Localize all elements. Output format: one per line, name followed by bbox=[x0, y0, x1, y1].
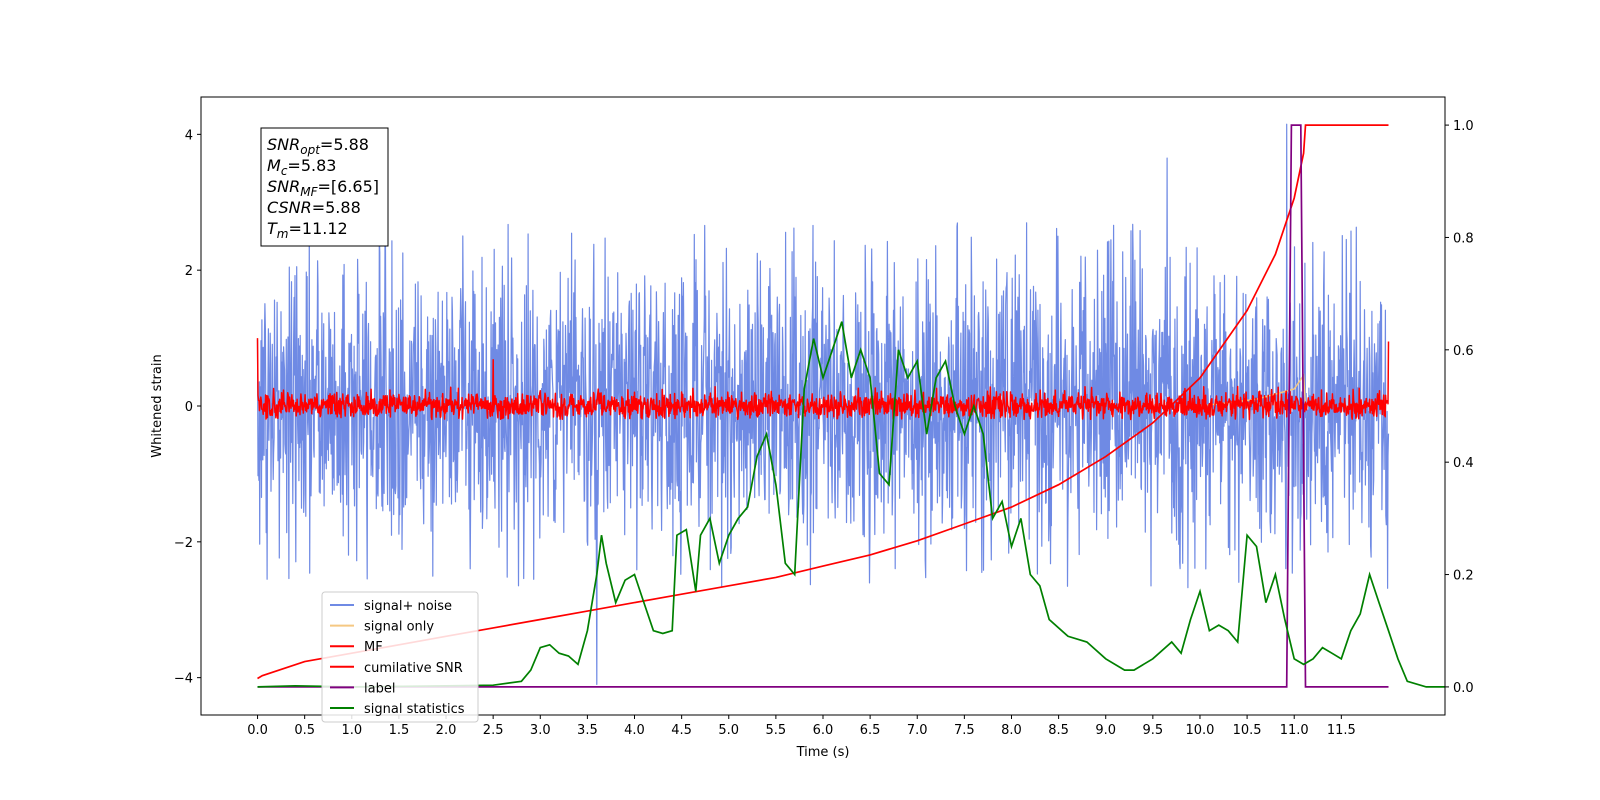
x-tick-label: 0.0 bbox=[247, 723, 268, 738]
x-axis-label: Time (s) bbox=[796, 745, 850, 760]
x-tick-label: 10.0 bbox=[1185, 723, 1214, 738]
annotation-frame bbox=[260, 127, 389, 247]
y2-tick-label: 0.2 bbox=[1453, 569, 1474, 584]
annotation-line: CSNR=5.88 bbox=[267, 198, 361, 217]
series-line-mf bbox=[256, 338, 1390, 421]
y-axis-left: 4 2 0 −2 −4 bbox=[174, 128, 201, 687]
x-tick-label: 6.0 bbox=[813, 723, 834, 738]
x-tick-label: 1.5 bbox=[389, 723, 410, 738]
x-tick-label: 7.5 bbox=[954, 723, 975, 738]
annotation-line: SNRMF=[6.65] bbox=[267, 177, 379, 199]
x-tick-label: 5.5 bbox=[766, 723, 787, 738]
legend-label: signal statistics bbox=[364, 702, 465, 717]
x-tick-label: 9.0 bbox=[1095, 723, 1116, 738]
x-tick-label: 10.5 bbox=[1233, 723, 1262, 738]
y-tick-label: 2 bbox=[185, 264, 193, 279]
y-tick-label: −4 bbox=[174, 672, 193, 687]
y2-tick-label: 1.0 bbox=[1453, 119, 1474, 134]
x-tick-label: 4.5 bbox=[671, 723, 692, 738]
legend-label: label bbox=[364, 681, 395, 696]
x-tick-label: 2.5 bbox=[483, 723, 504, 738]
x-axis: 0.0 0.5 1.0 1.5 2.0 2.5 3.0 3.5 4.0 4.5 5.0 5.5 6.0 6… bbox=[247, 715, 1356, 738]
x-tick-label: 5.0 bbox=[718, 723, 739, 738]
annotation-line: Tm=11.12 bbox=[267, 219, 348, 241]
series-line-signal-statistics bbox=[257, 321, 1445, 688]
legend: signal+ noise signal only MF cumilative SNR… bbox=[321, 591, 479, 723]
y2-tick-label: 0.6 bbox=[1453, 344, 1474, 359]
x-tick-label: 0.5 bbox=[294, 723, 315, 738]
y2-tick-label: 0.8 bbox=[1453, 231, 1474, 246]
x-tick-label: 4.0 bbox=[624, 723, 645, 738]
x-tick-label: 6.5 bbox=[860, 723, 881, 738]
x-tick-label: 3.0 bbox=[530, 723, 551, 738]
y-axis-label: Whitened strain bbox=[150, 354, 165, 457]
legend-label: signal only bbox=[364, 620, 434, 635]
y-tick-label: 0 bbox=[185, 400, 193, 415]
y2-tick-label: 0.0 bbox=[1453, 681, 1474, 696]
series-line-signal-noise bbox=[256, 123, 1390, 685]
x-tick-label: 8.5 bbox=[1048, 723, 1069, 738]
legend-label: cumilative SNR bbox=[364, 661, 463, 676]
x-tick-label: 2.0 bbox=[436, 723, 457, 738]
x-tick-label: 9.5 bbox=[1143, 723, 1164, 738]
x-tick-label: 11.5 bbox=[1327, 723, 1356, 738]
annotation-line: SNRopt=5.88 bbox=[267, 135, 369, 157]
y-tick-label: −2 bbox=[174, 536, 193, 551]
x-tick-label: 7.0 bbox=[907, 723, 928, 738]
x-tick-label: 11.0 bbox=[1280, 723, 1309, 738]
legend-label: MF bbox=[364, 640, 383, 655]
series-line-label bbox=[257, 124, 1389, 688]
legend-frame bbox=[321, 591, 479, 723]
y-tick-label: 4 bbox=[185, 128, 193, 143]
x-tick-label: 1.0 bbox=[341, 723, 362, 738]
x-tick-label: 8.0 bbox=[1001, 723, 1022, 738]
annotation-line: Mc=5.83 bbox=[267, 156, 336, 178]
y2-tick-label: 0.4 bbox=[1453, 456, 1474, 471]
legend-label: signal+ noise bbox=[364, 599, 452, 614]
x-tick-label: 3.5 bbox=[577, 723, 598, 738]
y-axis-right: 1.0 0.8 0.6 0.4 0.2 0.0 bbox=[1445, 119, 1474, 696]
